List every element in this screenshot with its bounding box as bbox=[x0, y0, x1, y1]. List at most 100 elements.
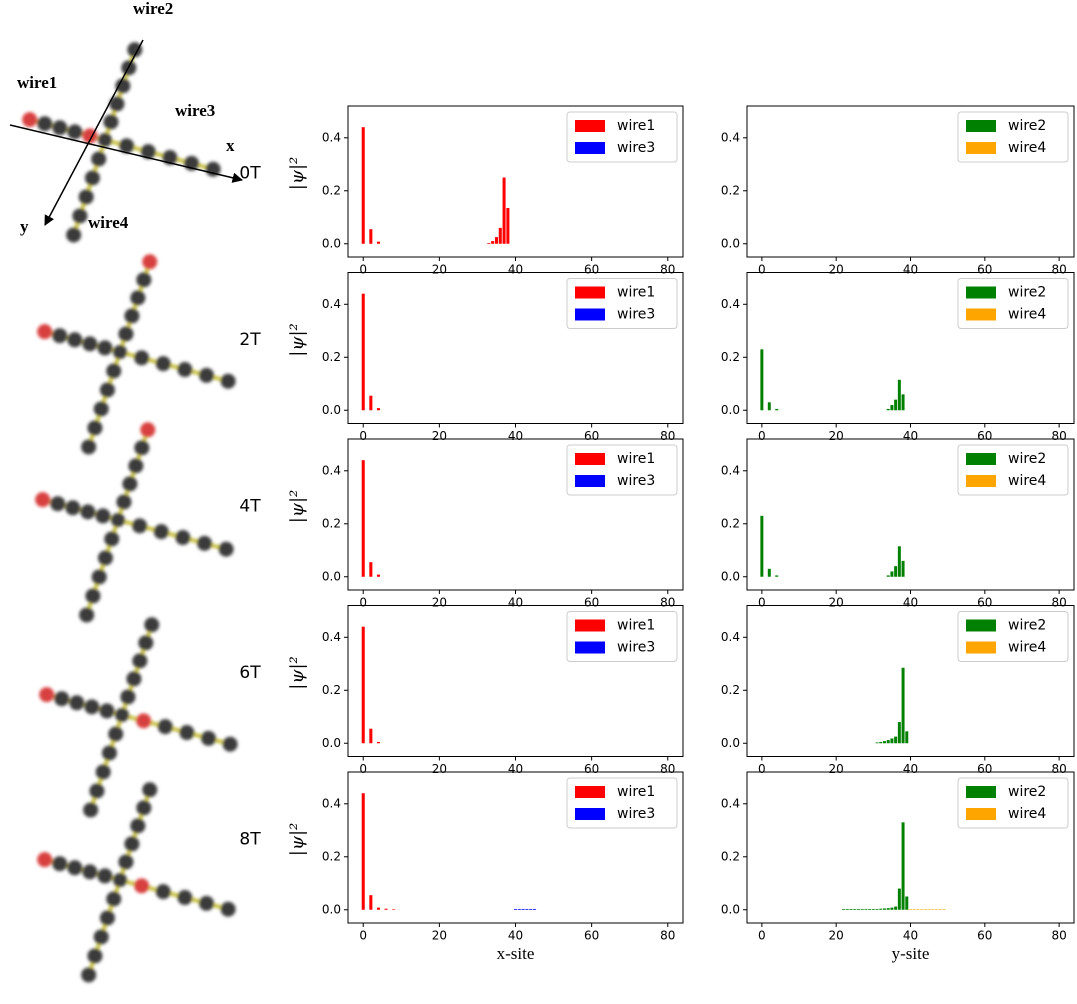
subplot: 0 20 40 60 80 0.0 0.2 0.4 wire2 wire4 bbox=[721, 605, 1075, 776]
bar bbox=[760, 349, 764, 411]
legend-label: wire3 bbox=[617, 473, 655, 489]
y-axis-label: |ψ|² bbox=[287, 490, 308, 523]
x-tick-label: 20 bbox=[432, 596, 447, 610]
x-tick-label: 60 bbox=[584, 263, 599, 277]
bar bbox=[767, 568, 771, 577]
atom bbox=[128, 458, 144, 474]
atom bbox=[91, 569, 107, 585]
wire-label: wire1 bbox=[17, 73, 57, 92]
bar bbox=[491, 241, 495, 244]
y-tick-label: 0.2 bbox=[721, 516, 740, 530]
atom bbox=[115, 708, 129, 722]
atom bbox=[97, 340, 113, 356]
bar bbox=[886, 740, 890, 744]
atom bbox=[99, 382, 115, 398]
x-tick-label: 40 bbox=[508, 762, 523, 776]
atom bbox=[127, 42, 143, 58]
x-tick-label: 80 bbox=[660, 929, 675, 943]
wire-label: wire4 bbox=[88, 213, 129, 232]
bar bbox=[905, 896, 909, 910]
atom bbox=[134, 440, 150, 456]
subplot: 0 20 40 60 80 0.0 0.2 0.4 wire2 wire4 y-site bbox=[721, 771, 1075, 963]
x-tick-label: 0 bbox=[359, 429, 367, 443]
legend-label: wire4 bbox=[1008, 140, 1046, 156]
y-tick-label: 0.4 bbox=[322, 130, 341, 144]
bar bbox=[533, 908, 537, 910]
bar bbox=[897, 379, 901, 411]
atom bbox=[106, 363, 122, 379]
bar bbox=[886, 408, 890, 411]
x-axis-label: x-site bbox=[497, 944, 535, 963]
atom bbox=[124, 308, 140, 324]
x-tick-label: 80 bbox=[660, 762, 675, 776]
x-tick-label: 40 bbox=[903, 429, 918, 443]
x-tick-label: 60 bbox=[977, 596, 992, 610]
bar bbox=[529, 908, 533, 910]
molecule bbox=[37, 782, 236, 983]
x-tick-label: 40 bbox=[508, 429, 523, 443]
atom bbox=[136, 713, 152, 729]
y-tick-label: 0.4 bbox=[721, 630, 740, 644]
bar bbox=[894, 566, 898, 577]
molecule bbox=[39, 617, 238, 818]
atom bbox=[157, 719, 173, 735]
y-tick-label: 0.2 bbox=[322, 516, 341, 530]
x-tick-label: 20 bbox=[432, 429, 447, 443]
bar bbox=[369, 895, 373, 910]
atom bbox=[98, 133, 112, 147]
subplot: 0 20 40 60 80 0.0 0.2 0.4 wire1 wire3 4T |ψ|² bbox=[239, 438, 684, 610]
atom bbox=[134, 350, 150, 366]
y-axis-arrow bbox=[44, 39, 144, 226]
bar bbox=[890, 907, 894, 910]
bar bbox=[361, 127, 365, 244]
atom bbox=[87, 948, 103, 964]
bar bbox=[875, 742, 879, 744]
x-tick-label: 20 bbox=[829, 596, 844, 610]
bar bbox=[894, 736, 898, 744]
atom bbox=[201, 730, 217, 746]
bar bbox=[879, 908, 883, 910]
bar bbox=[494, 237, 498, 244]
molecule bbox=[37, 254, 236, 455]
y-tick-label: 0.4 bbox=[322, 463, 341, 477]
atom bbox=[132, 518, 148, 534]
bar bbox=[883, 741, 886, 744]
x-tick-label: 40 bbox=[508, 929, 523, 943]
atom bbox=[54, 691, 70, 707]
y-tick-label: 0.4 bbox=[721, 130, 740, 144]
legend-label: wire4 bbox=[1008, 307, 1046, 323]
atom bbox=[122, 476, 138, 492]
bar bbox=[897, 888, 901, 910]
atom bbox=[116, 494, 132, 510]
legend-label: wire3 bbox=[617, 140, 655, 156]
molecule-illustrations bbox=[22, 42, 238, 983]
bar bbox=[361, 626, 365, 744]
bar bbox=[912, 909, 916, 910]
atom bbox=[220, 373, 236, 389]
bar bbox=[361, 460, 365, 577]
atom bbox=[91, 151, 107, 167]
bar bbox=[935, 909, 938, 910]
wire-label: wire2 bbox=[133, 0, 173, 18]
field-label: 6T bbox=[239, 663, 261, 683]
x-axis-arrow bbox=[9, 124, 244, 183]
x-tick-label: 0 bbox=[359, 762, 367, 776]
bar bbox=[369, 562, 373, 577]
atom bbox=[119, 138, 135, 154]
atom bbox=[142, 782, 158, 798]
atom bbox=[81, 439, 97, 455]
bar bbox=[901, 560, 905, 577]
atom bbox=[111, 513, 125, 527]
field-label: 4T bbox=[239, 497, 261, 517]
x-tick-label: 80 bbox=[1051, 762, 1066, 776]
x-tick-label: 40 bbox=[903, 263, 918, 277]
atom bbox=[106, 891, 122, 907]
legend-swatch bbox=[575, 120, 605, 132]
bar bbox=[901, 394, 905, 411]
bar bbox=[860, 908, 864, 910]
bar bbox=[376, 907, 380, 910]
field-label: 8T bbox=[239, 830, 261, 850]
x-tick-label: 60 bbox=[977, 762, 992, 776]
atom bbox=[37, 116, 53, 132]
